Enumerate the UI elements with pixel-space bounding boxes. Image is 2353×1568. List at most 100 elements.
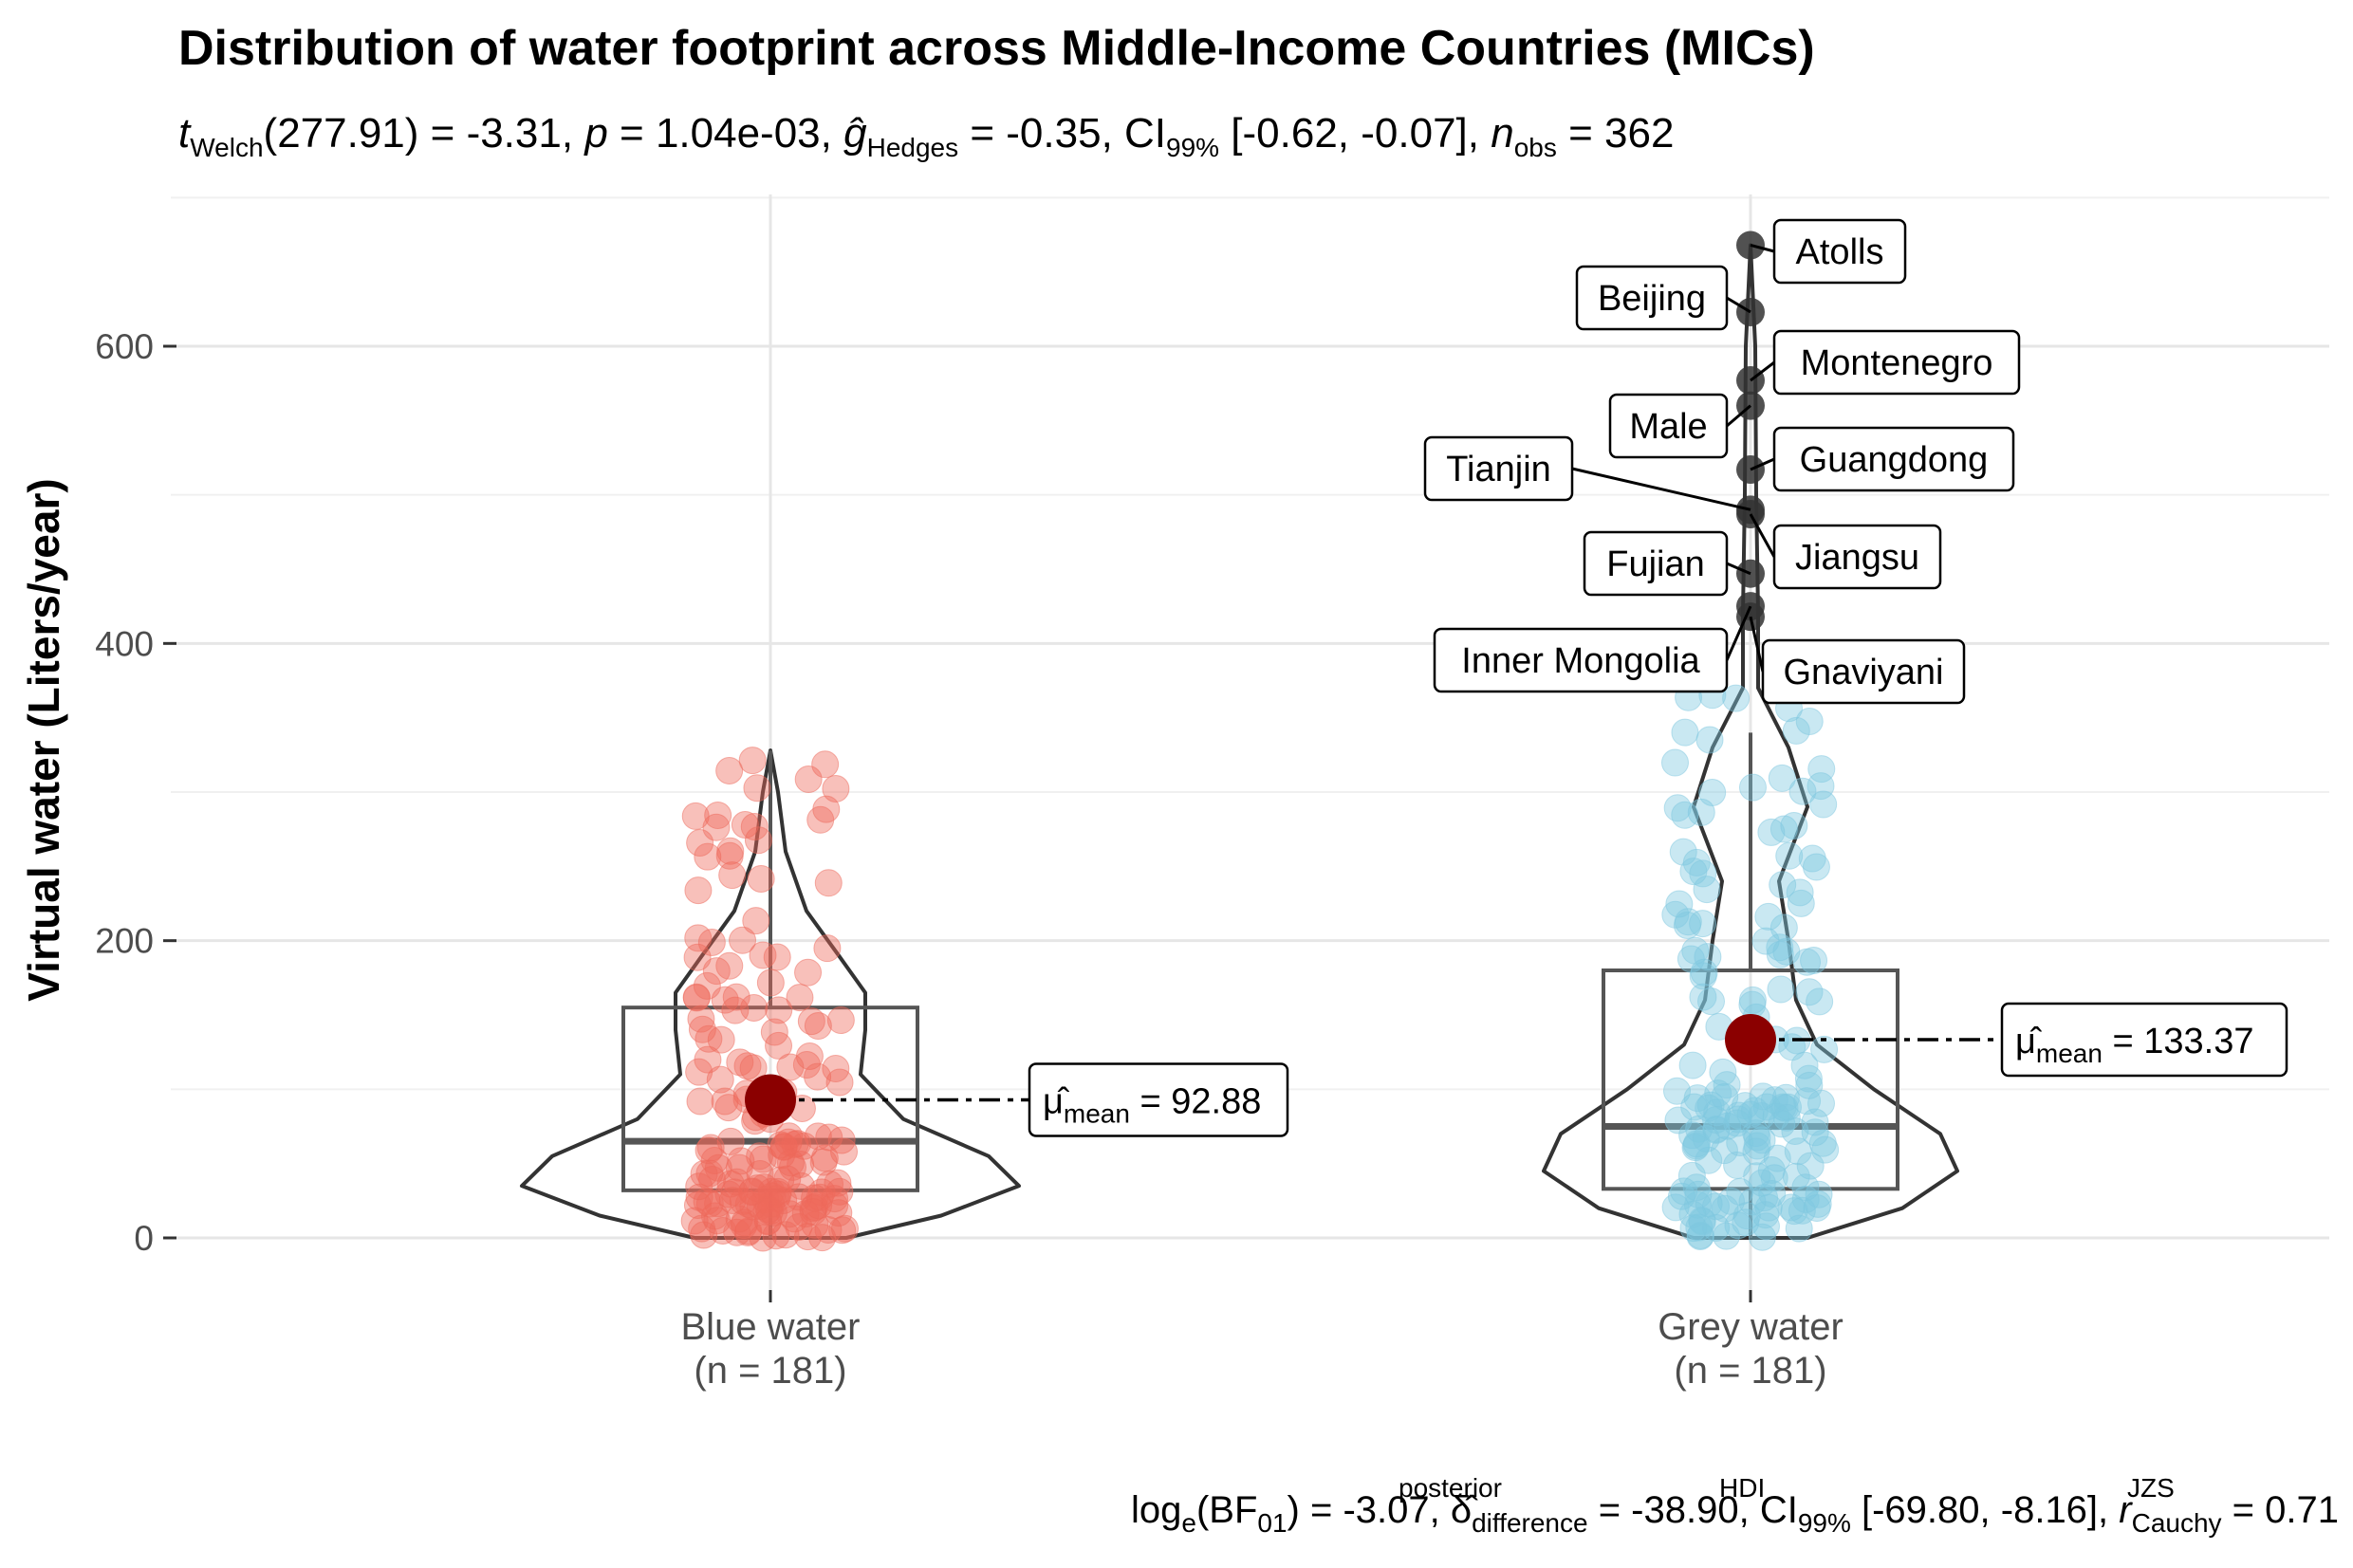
data-point [747,865,775,894]
data-point [1738,986,1767,1014]
data-point [783,1130,811,1158]
chart-subtitle: tWelch(277.91) = -3.31, p = 1.04e-03, ĝH… [178,110,1674,162]
outlier-label-text: Fujian [1606,544,1705,584]
data-point [703,1207,732,1235]
data-point [765,996,793,1024]
outlier-label-connector [1726,404,1751,428]
subtitle-df: 277.91 [277,110,405,157]
data-point [1662,1077,1691,1105]
boxplots [621,732,1899,1238]
data-point [814,869,843,897]
mean-point [1725,1014,1776,1066]
data-point [1754,902,1783,931]
outlier-label-text: Montenegro [1801,343,1993,383]
data-point [1738,1188,1767,1216]
data-point [1724,1211,1752,1240]
data-point [1677,945,1705,973]
outlier-label-text: Jiangsu [1795,538,1919,578]
data-point [731,811,759,839]
data-point [1661,900,1690,929]
data-point [785,1213,813,1242]
data-point [804,1012,832,1041]
data-point [824,1169,852,1197]
data-point [794,958,823,987]
data-point [696,1134,725,1162]
data-point [1778,1033,1806,1061]
data-point [815,1123,843,1152]
data-point [1678,1051,1707,1079]
outlier-label-connector [1571,467,1751,511]
subtitle-ci-level: 99% [1166,133,1219,162]
mean-point [745,1074,796,1126]
outlier-label-connector [1750,360,1775,382]
data-point [1767,975,1795,1004]
subtitle-es: -0.35 [1006,110,1101,157]
data-point [684,876,713,905]
data-point [1689,983,1717,1011]
outlier-labels: Atolls Beijing Montenegro Male Guangdong Tian… [1423,218,2021,705]
data-point [1742,1137,1770,1166]
chart-caption: loge(BF01) = -3.07, δ̂difference = -38.9… [1131,1489,2339,1538]
data-point [706,1065,734,1094]
data-point [813,934,842,963]
data-point [1695,726,1724,754]
data-point [1768,764,1796,792]
data-point [1692,1124,1720,1153]
y-tick-label: 200 [95,922,154,961]
subtitle-es-label: Hedges [867,133,959,162]
data-point [715,756,744,784]
data-point [821,1191,849,1220]
data-point [743,774,771,802]
data-point [1660,748,1689,777]
data-point [781,1130,809,1158]
data-point [693,971,721,1000]
data-point [1698,778,1727,806]
data-point [738,747,767,775]
data-point [1757,1156,1786,1185]
data-point [1777,1193,1806,1222]
data-point [729,926,757,954]
data-point [1786,878,1814,907]
outlier-label-connector [1726,296,1751,314]
data-point [722,983,750,1011]
subtitle-nobs: 362 [1604,110,1674,157]
y-axis-title: Virtual water (Liters/year) [19,478,68,1001]
data-point [681,802,710,830]
data-point [1731,1092,1759,1120]
data-point [1793,1087,1822,1116]
data-point [1671,801,1699,829]
data-point [742,907,770,935]
data-point [822,775,850,803]
data-point [1697,987,1726,1016]
data-point [1689,910,1717,938]
data-point [725,1205,753,1233]
x-tick-n-label: (n = 181) [694,1350,846,1392]
data-point [1768,1110,1796,1138]
data-point [825,1068,854,1097]
data-point [1663,794,1692,822]
subtitle-statistic: Welch [190,133,263,162]
x-tick-label: Grey water [1658,1306,1843,1348]
data-point [830,1137,859,1166]
outlier-label-connector [1726,562,1751,576]
data-point [1723,1109,1751,1137]
mean-label-box [2000,1002,2288,1078]
data-point [1709,1058,1737,1086]
data-point [1689,859,1717,888]
data-point [704,1190,732,1218]
data-point [740,993,769,1022]
data-point [726,1048,754,1077]
data-point [1661,1193,1690,1222]
data-point [731,1208,759,1237]
data-point [1757,818,1786,846]
outlier-label-box [1772,329,2021,396]
data-point [1688,1208,1716,1236]
subtitle-p: 1.04e-03 [656,110,821,157]
data-point [1781,1116,1809,1145]
data-point [704,802,732,830]
violin-outline [520,748,1021,1240]
data-point [1775,841,1804,870]
caption-rcauchy: 0.71 [2265,1489,2339,1531]
data-point [695,1190,724,1218]
outlier-label-connector [1749,616,1765,673]
